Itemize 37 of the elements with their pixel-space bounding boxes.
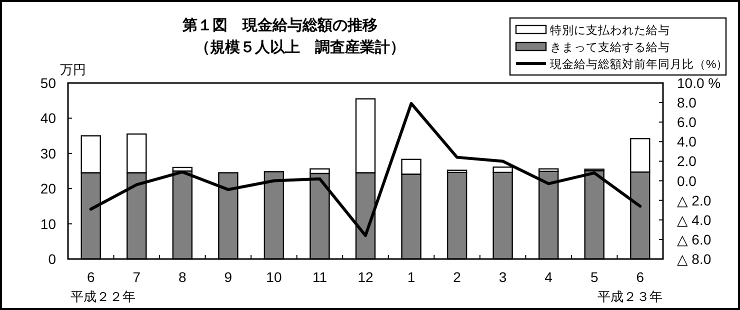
x-tick-label: 12 (358, 269, 374, 285)
y2-tick-label: 8.0 (677, 94, 697, 111)
text: 平成２２年 (70, 289, 136, 304)
legend-label: きまって支給する給与 (550, 41, 670, 54)
legend-label: 特別に支払われた給与 (550, 24, 670, 37)
y-tick-label: 20 (40, 180, 56, 197)
y2-tick-label: 6.0 (677, 114, 697, 130)
y2-tick-label: 10.0 % (677, 75, 721, 91)
x-tick-label: 7 (132, 269, 141, 285)
y2-tick-label: △ 2.0 (677, 192, 712, 208)
x-tick-label: 8 (178, 269, 187, 285)
x-tick-label: 6 (636, 269, 644, 285)
legend-label: 現金給与総額対前年同月比（%） (550, 57, 728, 71)
x-tick-label: 9 (224, 269, 232, 285)
y2-tick-label: △ 4.0 (677, 212, 712, 228)
y-tick-label: 40 (40, 110, 56, 126)
text: 平成２３年 (598, 289, 663, 304)
x-tick-label: 2 (453, 269, 462, 285)
chart-title: 第１図 現金給与総額の推移 (182, 17, 378, 34)
y-axis-title: 万円 (60, 62, 86, 77)
y-tick-label: 0 (48, 251, 56, 267)
chart-subtitle: （規模５人以上 調査産業計） (195, 38, 405, 56)
y2-tick-label: △ 8.0 (677, 251, 712, 267)
y2-tick-label: 4.0 (677, 134, 697, 150)
y-tick-label: 10 (40, 216, 56, 232)
y2-tick-label: 2.0 (677, 153, 697, 170)
y2-tick-label: 0.0 (677, 172, 697, 189)
x-tick-label: 6 (86, 269, 95, 285)
x-tick-label: 3 (498, 269, 507, 285)
x-tick-label: 11 (312, 269, 328, 285)
y-tick-label: 30 (40, 145, 56, 162)
y-tick-label: 50 (40, 75, 56, 91)
x-tick-label: 5 (590, 269, 598, 285)
x-tick-label: 10 (266, 269, 282, 285)
y2-tick-label: △ 6.0 (677, 231, 712, 248)
x-tick-label: 4 (544, 269, 553, 285)
x-tick-label: 1 (407, 269, 416, 285)
